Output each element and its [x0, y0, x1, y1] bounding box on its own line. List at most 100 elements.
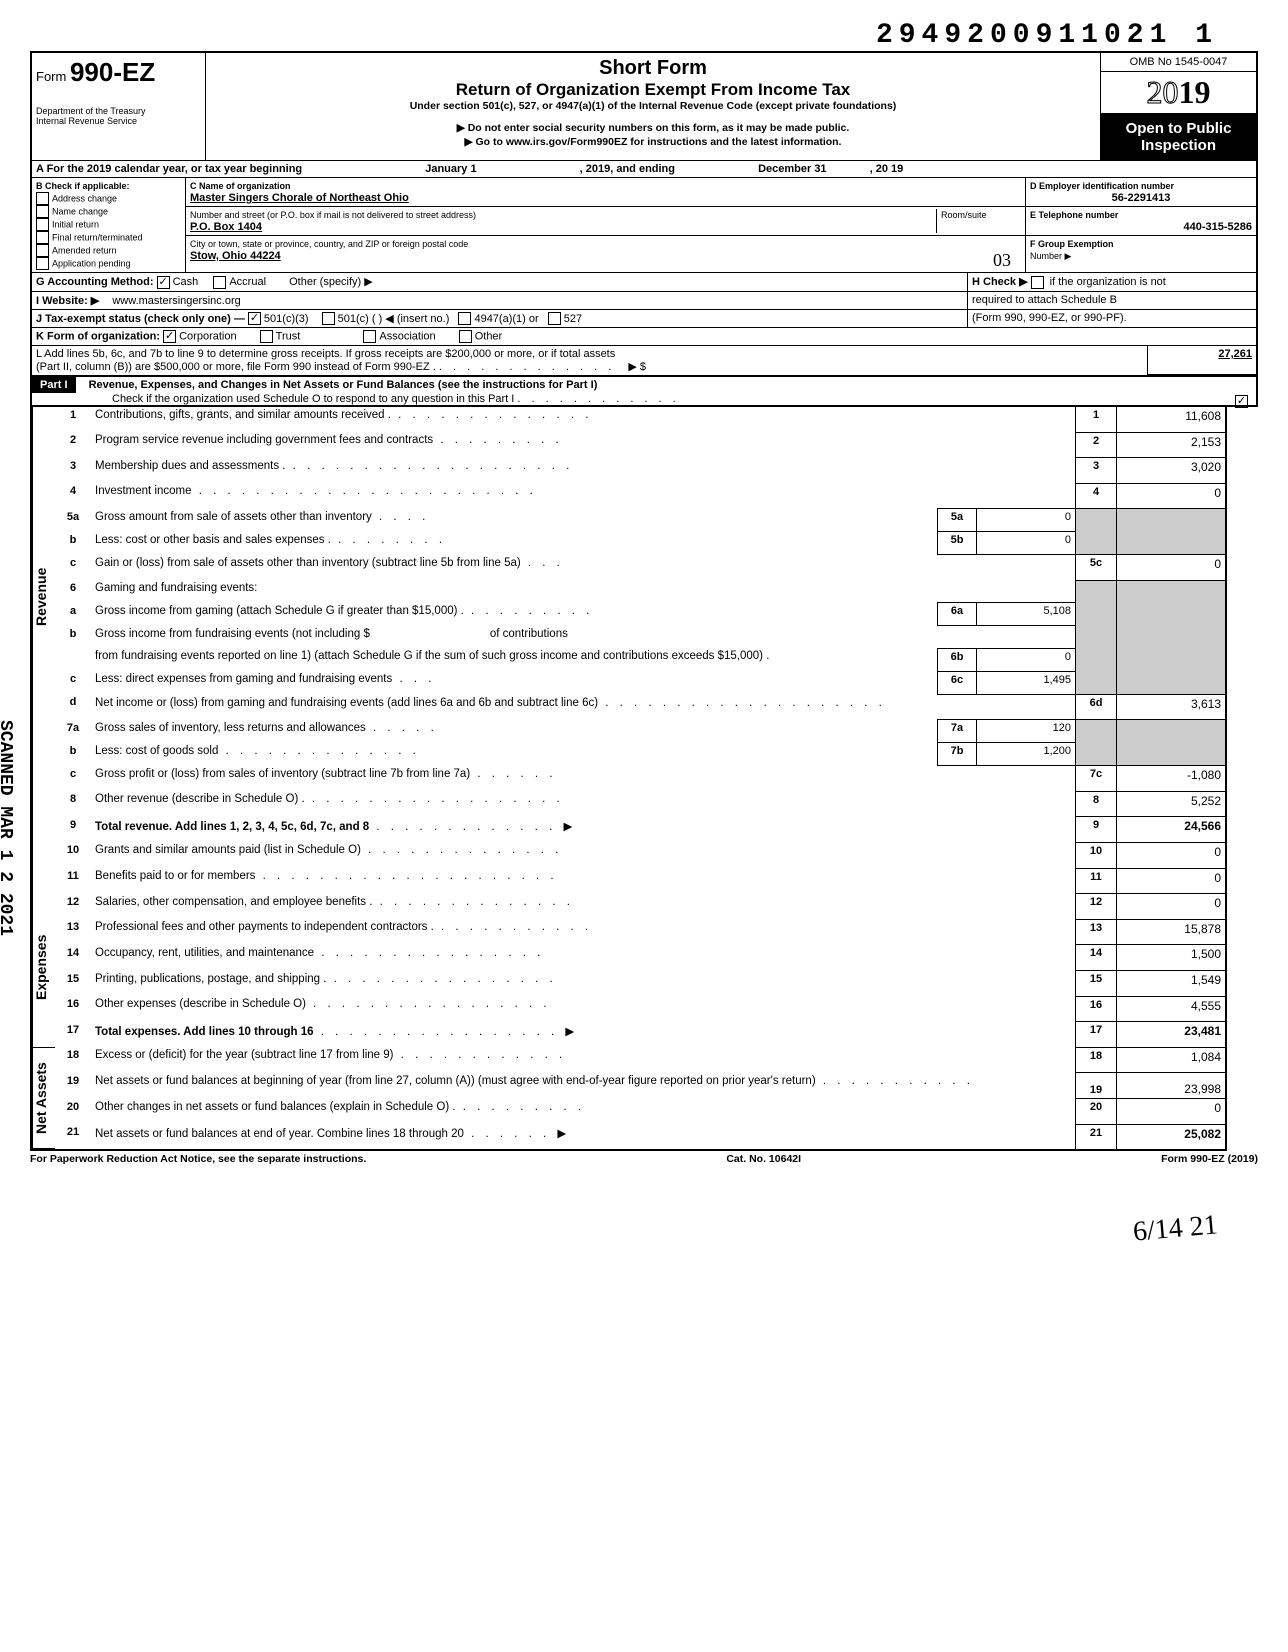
row-i: I Website: ▶ www.mastersingersinc.org re…: [32, 292, 1256, 310]
form-header: Form 990-EZ Department of the Treasury I…: [30, 51, 1258, 160]
line-9: 9Total revenue. Add lines 1, 2, 3, 4, 5c…: [55, 817, 1225, 843]
line7b-sub: 7b: [938, 743, 977, 766]
open-line1: Open to Public: [1126, 120, 1232, 137]
line-6d: dNet income or (loss) from gaming and fu…: [55, 694, 1225, 720]
check-address[interactable]: [36, 192, 49, 205]
j-insert: ) ◀ (insert no.): [379, 313, 450, 325]
line6d-val: 3,613: [1117, 694, 1226, 720]
line-8: 8Other revenue (describe in Schedule O) …: [55, 791, 1225, 817]
line17-val: 23,481: [1117, 1022, 1226, 1048]
scanned-stamp: SCANNED MAR 1 2 2021: [0, 720, 15, 936]
check-527[interactable]: [548, 312, 561, 325]
line-1: 1Contributions, gifts, grants, and simil…: [55, 407, 1225, 432]
line5a-desc: Gross amount from sale of assets other t…: [95, 511, 372, 523]
part1-table: 1Contributions, gifts, grants, and simil…: [55, 407, 1225, 1149]
row-a: A For the 2019 calendar year, or tax yea…: [32, 161, 1256, 178]
line14-desc: Occupancy, rent, utilities, and maintena…: [95, 947, 314, 959]
line7a-desc: Gross sales of inventory, less returns a…: [95, 722, 366, 734]
footer-right: Form 990-EZ (2019): [1161, 1153, 1258, 1165]
part1-title: Revenue, Expenses, and Changes in Net As…: [89, 379, 598, 391]
line7c-desc: Gross profit or (loss) from sales of inv…: [95, 768, 470, 780]
part1-header-row: Part I Revenue, Expenses, and Changes in…: [30, 377, 1258, 407]
line21-desc: Net assets or fund balances at end of ye…: [95, 1128, 464, 1140]
city: Stow, Ohio 44224: [190, 250, 281, 262]
line10-num: 10: [1076, 842, 1117, 868]
line-a-text: A For the 2019 calendar year, or tax yea…: [36, 163, 302, 175]
line6d-desc: Net income or (loss) from gaming and fun…: [95, 697, 598, 709]
check-kother[interactable]: [459, 330, 472, 343]
row-l: L Add lines 5b, 6c, and 7b to line 9 to …: [32, 346, 1256, 375]
omb-number: OMB No 1545-0047: [1101, 53, 1256, 72]
line7a-subval: 120: [977, 720, 1076, 743]
check-final[interactable]: [36, 231, 49, 244]
line19-num: 19: [1076, 1073, 1117, 1099]
form-title-box: Form 990-EZ Department of the Treasury I…: [32, 53, 206, 160]
line-20: 20 Other changes in net assets or fund ba…: [55, 1099, 1225, 1125]
line8-num: 8: [1076, 791, 1117, 817]
footer-right-pre: Form: [1161, 1153, 1190, 1165]
info-block: A For the 2019 calendar year, or tax yea…: [30, 160, 1258, 377]
line7b-desc: Less: cost of goods sold: [95, 745, 218, 757]
footer-right-year: (2019): [1225, 1153, 1258, 1165]
check-address-label: Address change: [52, 193, 117, 203]
check-initial-label: Initial return: [52, 219, 99, 229]
line13-num: 13: [1076, 919, 1117, 945]
dots: . . . . . . . . . . . . .: [439, 361, 615, 373]
po-box: P.O. Box 1404: [190, 221, 262, 233]
check-initial[interactable]: [36, 218, 49, 231]
line-13: 13 Professional fees and other payments t…: [55, 919, 1225, 945]
check-amended-label: Amended return: [52, 245, 117, 255]
side-netassets: Net Assets: [32, 1048, 55, 1149]
line-21: 21 Net assets or fund balances at end of …: [55, 1124, 1225, 1149]
row-k: K Form of organization: Corporation Trus…: [32, 328, 1256, 346]
other-label: Other (specify) ▶: [289, 276, 373, 288]
f-number: Number ▶: [1030, 251, 1071, 261]
line-12: 12Salaries, other compensation, and empl…: [55, 894, 1225, 920]
line18-desc: Excess or (deficit) for the year (subtra…: [95, 1049, 393, 1061]
check-trust[interactable]: [260, 330, 273, 343]
accrual-label: Accrual: [229, 276, 266, 288]
j-527: 527: [564, 313, 582, 325]
under-section: Under section 501(c), 527, or 4947(a)(1)…: [214, 100, 1092, 112]
line6b-desc: Gross income from fundraising events (no…: [95, 628, 370, 640]
line16-desc: Other expenses (describe in Schedule O): [95, 998, 306, 1010]
open-to-public: Open to Public Inspection: [1101, 114, 1256, 160]
check-h[interactable]: [1031, 276, 1044, 289]
check-amended[interactable]: [36, 244, 49, 257]
line20-desc: Other changes in net assets or fund bala…: [95, 1101, 456, 1113]
check-name[interactable]: [36, 205, 49, 218]
check-corp[interactable]: [163, 330, 176, 343]
tax-year: 2019: [1101, 72, 1256, 114]
line2-num: 2: [1076, 432, 1117, 458]
line-3: 3Membership dues and assessments . . . .…: [55, 458, 1225, 484]
line21-val: 25,082: [1117, 1124, 1226, 1149]
line-6b-2: from fundraising events reported on line…: [55, 648, 1225, 671]
line6a-sub: 6a: [938, 603, 977, 626]
line18-num: 18: [1076, 1047, 1117, 1073]
room-label: Room/suite: [941, 210, 987, 220]
line17-num: 17: [1076, 1022, 1117, 1048]
check-accrual[interactable]: [213, 276, 226, 289]
line14-val: 1,500: [1117, 945, 1226, 971]
check-501c3[interactable]: [248, 312, 261, 325]
line21-num: 21: [1076, 1124, 1117, 1149]
line13-desc: Professional fees and other payments to …: [95, 921, 434, 933]
line20-num: 20: [1076, 1099, 1117, 1125]
line13-val: 15,878: [1117, 919, 1226, 945]
j-501c: 501(c) (: [338, 313, 376, 325]
d-label: D Employer identification number: [1030, 181, 1174, 191]
check-cash[interactable]: [157, 276, 170, 289]
check-501c[interactable]: [322, 312, 335, 325]
line20-val: 0: [1117, 1099, 1226, 1125]
check-assoc[interactable]: [363, 330, 376, 343]
check-pending[interactable]: [36, 257, 49, 270]
line-7a: 7aGross sales of inventory, less returns…: [55, 720, 1225, 743]
check-4947[interactable]: [458, 312, 471, 325]
line-19: 19Net assets or fund balances at beginni…: [55, 1073, 1225, 1099]
line8-val: 5,252: [1117, 791, 1226, 817]
city-label: City or town, state or province, country…: [190, 239, 468, 249]
check-schedule-o[interactable]: [1235, 395, 1248, 408]
line6-desc: Gaming and fundraising events:: [91, 580, 1076, 602]
check-pending-label: Application pending: [52, 258, 131, 268]
line18-val: 1,084: [1117, 1047, 1226, 1073]
